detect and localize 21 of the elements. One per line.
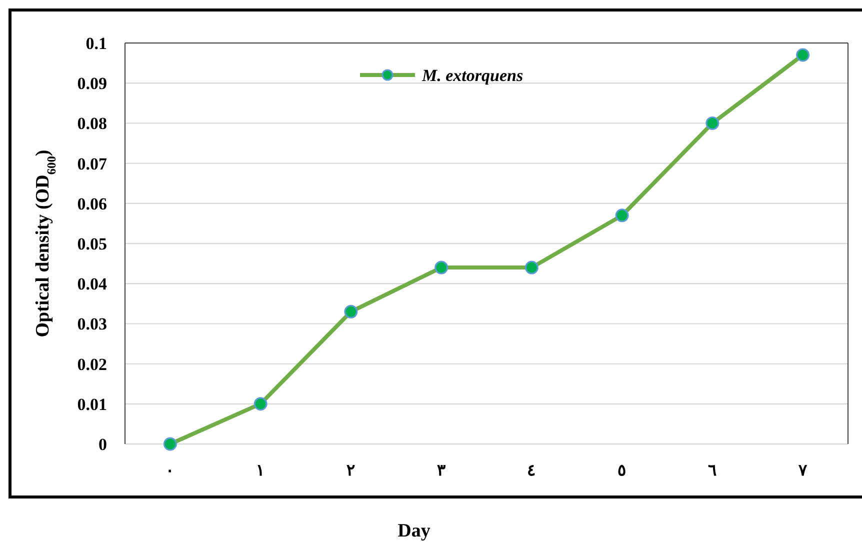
- y-tick-label: 0.03: [77, 314, 107, 334]
- x-tick-label: ٠: [166, 462, 175, 480]
- y-tick-label: 0.05: [77, 234, 107, 254]
- x-tick-label: ٥: [618, 462, 627, 480]
- y-tick-label: 0.04: [77, 274, 108, 294]
- x-tick-label: ١: [256, 462, 266, 480]
- x-tick-label: ٢: [346, 462, 356, 480]
- y-tick-label: 0.06: [77, 194, 107, 214]
- x-tick-label: ٣: [436, 462, 446, 480]
- x-tick-label: ٤: [527, 462, 536, 480]
- legend-label: M. extorquens: [421, 66, 524, 85]
- x-axis-title: Day: [398, 520, 431, 542]
- y-tick-label: 0.09: [77, 74, 107, 94]
- y-tick-label: 0.07: [77, 154, 108, 174]
- y-tick-label: 0.1: [86, 34, 107, 53]
- y-tick-label: 0: [98, 434, 107, 454]
- y-tick-label: 0.01: [77, 394, 107, 414]
- x-tick-label: ٦: [708, 462, 717, 480]
- x-tick-label: ٧: [797, 462, 808, 480]
- y-tick-label: 0.02: [77, 354, 107, 374]
- y-tick-label: 0.08: [77, 114, 107, 134]
